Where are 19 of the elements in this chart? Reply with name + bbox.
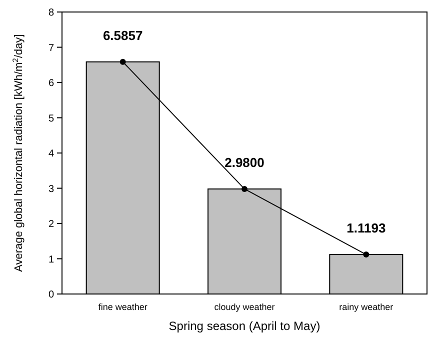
point [120,58,126,65]
x-tick-label: cloudy weather [214,302,275,312]
y-tick-label: 5 [48,113,54,124]
data-label: 1.1193 [346,220,386,236]
y-tick-label: 8 [48,8,54,18]
y-tick-label: 0 [48,290,54,300]
data-label: 2.9800 [224,154,264,170]
point [363,252,370,258]
x-tick-label: rainy weather [339,302,394,312]
x-axis-title: Spring season (April to May) [168,319,320,333]
y-tick-label: 7 [48,42,54,54]
y-tick-label: 6 [48,78,54,89]
point [242,186,248,192]
x-tick-label: fine weather [98,302,148,312]
y-tick-label: 1 [48,254,54,266]
data-label: 6.5857 [102,28,143,43]
y-tick-label: 3 [48,184,54,195]
y-tick-label: 2 [48,219,54,230]
y-tick-label: 4 [48,148,54,160]
